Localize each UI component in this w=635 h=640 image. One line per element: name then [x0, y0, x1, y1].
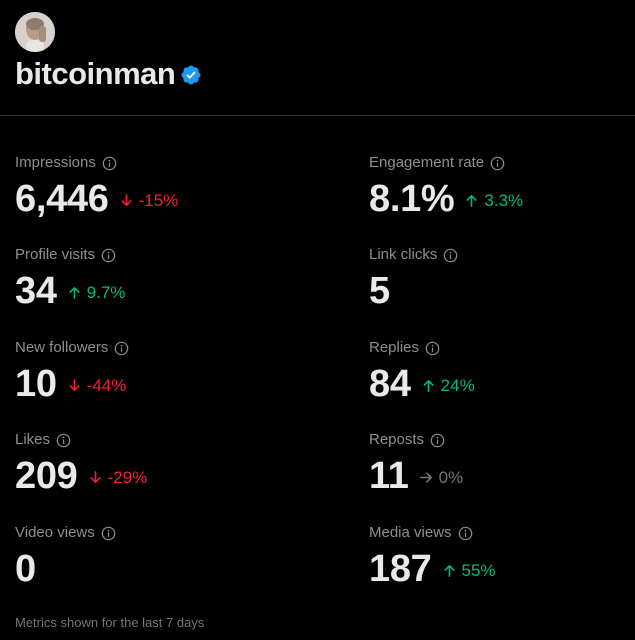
metric-value: 11: [369, 455, 409, 497]
metric-card[interactable]: Likes 209 -29%: [15, 430, 315, 498]
info-icon[interactable]: [430, 433, 445, 448]
verified-badge-icon[interactable]: [180, 64, 202, 86]
profile-name-row: bitcoinman: [15, 56, 202, 92]
info-icon[interactable]: [443, 248, 458, 263]
arrow-down-icon: [90, 471, 101, 483]
metric-change: 0%: [419, 467, 464, 488]
metric-label: Video views: [15, 524, 95, 541]
metric-value-row: 5: [369, 269, 635, 313]
metric-change: -29%: [88, 467, 148, 488]
info-icon[interactable]: [101, 526, 116, 541]
metric-label: Likes: [15, 431, 51, 448]
metric-label-row: Impressions: [15, 153, 315, 173]
arrow-up-icon: [444, 565, 455, 577]
metric-value: 187: [369, 548, 432, 590]
metric-change: 24%: [421, 376, 475, 396]
metric-value: 5: [369, 270, 390, 312]
metric-label-row: Link clicks: [369, 245, 635, 265]
profile-header: [15, 12, 55, 52]
arrow-down-icon: [69, 379, 80, 391]
metric-label: Profile visits: [15, 246, 96, 263]
metric-card[interactable]: Impressions 6,446 -15%: [15, 153, 315, 221]
metric-label: Reposts: [369, 431, 425, 448]
metric-card[interactable]: Reposts 11 0%: [369, 430, 635, 498]
metric-change-value: -29%: [107, 467, 148, 487]
arrow-down-icon: [121, 194, 132, 206]
metric-value-row: 11 0%: [369, 454, 635, 498]
metric-change-value: 55%: [461, 560, 496, 580]
metrics-period-note: Metrics shown for the last 7 days: [15, 615, 205, 630]
metric-value: 209: [15, 455, 78, 497]
metric-change-value: -15%: [138, 190, 179, 210]
metric-card[interactable]: Engagement rate 8.1% 3.3%: [369, 153, 635, 221]
info-icon[interactable]: [458, 526, 473, 541]
metric-label: Impressions: [15, 154, 96, 171]
metric-label-row: New followers: [15, 338, 315, 358]
metric-label-row: Engagement rate: [369, 153, 635, 173]
metric-value: 10: [15, 363, 57, 405]
info-icon[interactable]: [56, 433, 71, 448]
avatar[interactable]: [15, 12, 55, 52]
metric-change: -15%: [119, 190, 179, 211]
metric-change-value: -44%: [86, 375, 127, 395]
metric-label: New followers: [15, 339, 109, 356]
metric-card[interactable]: Link clicks 5: [369, 245, 635, 313]
metric-label-row: Likes: [15, 430, 315, 450]
metric-value-row: 187 55%: [369, 547, 635, 591]
metric-value-row: 84 24%: [369, 362, 635, 406]
metric-value-row: 6,446 -15%: [15, 177, 315, 221]
header-divider: [0, 115, 635, 116]
info-icon[interactable]: [425, 341, 440, 356]
info-icon[interactable]: [114, 341, 129, 356]
arrow-up-icon: [423, 380, 434, 392]
metric-card[interactable]: Profile visits 34 9.7%: [15, 245, 315, 313]
info-icon[interactable]: [101, 248, 116, 263]
metric-label-row: Replies: [369, 338, 635, 358]
metric-value-row: 8.1% 3.3%: [369, 177, 635, 221]
metric-change-value: 3.3%: [484, 190, 524, 210]
metric-label-row: Reposts: [369, 430, 635, 450]
metric-value: 84: [369, 363, 411, 405]
metric-label: Media views: [369, 524, 452, 541]
metric-change: 9.7%: [67, 282, 126, 303]
metric-label: Engagement rate: [369, 154, 485, 171]
metric-card[interactable]: Media views 187 55%: [369, 523, 635, 591]
info-icon[interactable]: [490, 156, 505, 171]
metric-change-value: 9.7%: [86, 282, 126, 302]
metric-label-row: Profile visits: [15, 245, 315, 265]
arrow-up-icon: [466, 195, 477, 207]
metric-change-value: 0%: [438, 467, 464, 487]
metric-change: -44%: [67, 375, 127, 396]
metric-value-row: 0: [15, 547, 315, 591]
metric-label-row: Video views: [15, 523, 315, 543]
metric-label: Replies: [369, 339, 420, 356]
metric-value: 6,446: [15, 178, 109, 220]
metric-value-row: 10 -44%: [15, 362, 315, 406]
metric-value-row: 34 9.7%: [15, 269, 315, 313]
arrow-right-icon: [419, 472, 432, 483]
metric-value: 0: [15, 548, 36, 590]
metric-value: 8.1%: [369, 178, 455, 220]
metric-change: 3.3%: [464, 191, 523, 211]
arrow-up-icon: [69, 287, 80, 299]
metric-label-row: Media views: [369, 523, 635, 543]
metric-card[interactable]: Replies 84 24%: [369, 338, 635, 406]
metric-card[interactable]: New followers 10 -44%: [15, 338, 315, 406]
metric-value-row: 209 -29%: [15, 454, 315, 498]
avatar-image: [15, 12, 55, 52]
info-icon[interactable]: [102, 156, 117, 171]
metric-change-value: 24%: [440, 375, 475, 395]
metric-value: 34: [15, 270, 57, 312]
username[interactable]: bitcoinman: [15, 56, 176, 91]
metric-change: 55%: [442, 561, 496, 581]
metric-label: Link clicks: [369, 246, 438, 263]
metric-card[interactable]: Video views 0: [15, 523, 315, 591]
